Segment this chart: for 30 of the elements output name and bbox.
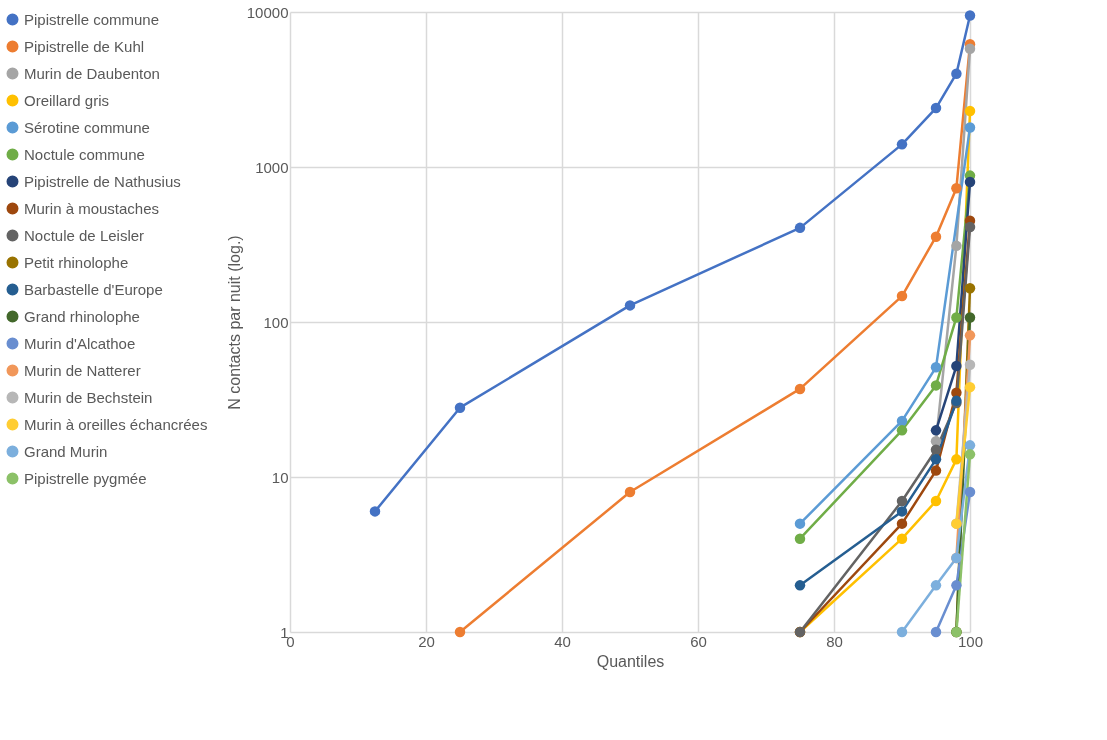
legend-label: Barbastelle d'Europe — [24, 280, 163, 298]
legend-label: Murin à moustaches — [24, 199, 160, 217]
legend-label: Pipistrelle commune — [24, 10, 160, 28]
y-tick-label: 10 — [271, 468, 289, 486]
y-tick-label: 10000 — [246, 3, 289, 21]
legend-label: Grand Murin — [24, 442, 108, 460]
legend-label: Murin d'Alcathoe — [24, 334, 136, 352]
legend-label: Pipistrelle pygmée — [24, 469, 147, 487]
legend-label: Grand rhinolophe — [24, 307, 140, 325]
legend-label: Pipistrelle de Nathusius — [24, 172, 181, 190]
y-tick-label: 1000 — [255, 158, 289, 176]
x-tick-label: 0 — [286, 632, 295, 650]
y-axis-title: N contacts par nuit (log.) — [225, 235, 243, 410]
legend-label: Petit rhinolophe — [24, 253, 129, 271]
x-tick-label: 20 — [418, 632, 435, 650]
x-tick-label: 40 — [554, 632, 571, 650]
x-tick-label: 60 — [690, 632, 707, 650]
legend-label: Murin de Bechstein — [24, 388, 153, 406]
legend-label: Pipistrelle de Kuhl — [24, 37, 145, 55]
x-axis-title: Quantiles — [596, 652, 665, 670]
x-tick-label: 80 — [826, 632, 843, 650]
legend-label: Sérotine commune — [24, 118, 150, 136]
legend-label: Murin de Daubenton — [24, 64, 160, 82]
y-tick-label: 100 — [263, 313, 289, 331]
legend-label: Murin de Natterer — [24, 361, 141, 379]
legend-label: Oreillard gris — [24, 91, 110, 109]
legend-label: Noctule commune — [24, 145, 145, 163]
x-tick-label: 100 — [957, 632, 984, 650]
legend-label: Noctule de Leisler — [24, 226, 145, 244]
legend-label: Murin à oreilles échancrées — [24, 415, 208, 433]
